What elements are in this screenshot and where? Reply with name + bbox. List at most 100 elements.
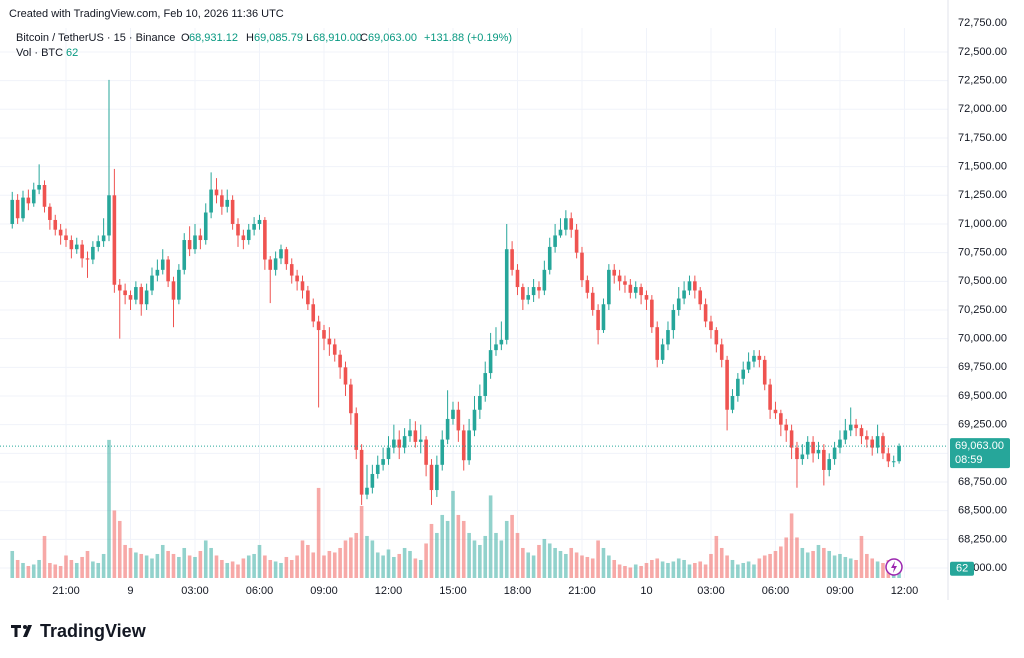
candle-body <box>241 235 246 241</box>
candle-body <box>805 441 810 455</box>
candle-body <box>392 439 396 448</box>
countdown: 08:59 <box>955 454 983 466</box>
volume-bar <box>596 540 600 578</box>
y-tick-label: 71,750.00 <box>958 132 1007 144</box>
candle-body <box>757 355 762 360</box>
candle-body <box>155 269 160 276</box>
volume-bar <box>370 540 375 578</box>
volume-bar <box>343 540 348 578</box>
candle-body <box>311 304 316 322</box>
alert-icon-bolt <box>891 561 897 573</box>
candle-body <box>306 290 310 305</box>
candle-body <box>633 287 638 293</box>
y-tick-label: 69,250.00 <box>958 419 1007 431</box>
volume-bar <box>612 559 617 578</box>
volume-bar <box>832 555 837 578</box>
volume-bar <box>698 561 703 578</box>
volume-bar <box>295 555 299 578</box>
last-price-label: 69,063.00 <box>955 440 1004 452</box>
volume-bar <box>451 490 455 578</box>
volume-bar <box>757 558 762 578</box>
candle-body <box>795 447 799 460</box>
volume-bar <box>10 550 15 578</box>
volume-bar <box>822 547 826 578</box>
candle-body <box>37 184 41 190</box>
volume-bar <box>402 547 407 578</box>
volume-bar <box>209 547 213 578</box>
volume-bar <box>381 555 385 578</box>
x-tick-label: 21:00 <box>568 585 596 597</box>
volume-bar <box>187 555 192 578</box>
volume-bar <box>848 558 853 578</box>
candle-body <box>96 241 101 247</box>
volume-bar <box>569 547 574 578</box>
volume-bar <box>107 439 111 578</box>
volume-bar <box>795 537 799 578</box>
volume-bar <box>53 564 58 578</box>
candle-body <box>214 189 219 196</box>
volume-bar <box>332 552 337 578</box>
candle-body <box>698 290 703 305</box>
candle-body <box>875 436 880 448</box>
volume-bar <box>26 565 31 578</box>
candle-body <box>413 430 418 442</box>
volume-bar <box>542 538 547 578</box>
candle-body <box>521 287 525 300</box>
volume-bar <box>74 562 79 578</box>
x-tick-label: 03:00 <box>181 585 209 597</box>
volume-bar <box>784 537 789 578</box>
candle-body <box>171 281 176 300</box>
volume-bar <box>58 565 63 578</box>
candle-body <box>381 459 385 465</box>
candle-body <box>85 258 90 260</box>
volume-bar <box>214 555 219 578</box>
candle-body <box>112 195 117 285</box>
candle-body <box>230 199 235 224</box>
candle-body <box>203 212 208 241</box>
volume-bar <box>177 556 181 578</box>
x-tick-label: 15:00 <box>439 585 467 597</box>
volume-bar <box>800 547 805 578</box>
volume-bar <box>429 523 434 578</box>
candle-body <box>703 304 708 322</box>
y-tick-label: 70,000.00 <box>958 333 1007 345</box>
candle-body <box>639 287 643 296</box>
volume-bar <box>478 544 482 578</box>
volume-bar <box>461 520 466 578</box>
candle-body <box>736 378 740 396</box>
candle-body <box>569 218 574 230</box>
candle-body <box>886 453 891 462</box>
candle-body <box>435 464 439 491</box>
open: 68,931.12 <box>189 32 238 44</box>
candle-body <box>628 284 633 293</box>
volume-bar <box>789 513 794 578</box>
volume-bar <box>220 559 224 578</box>
volume-bar <box>198 550 203 578</box>
volume-bar <box>289 559 294 578</box>
candle-body <box>58 229 63 236</box>
volume-bar <box>166 550 170 578</box>
volume-bar <box>236 564 240 578</box>
x-tick-label: 06:00 <box>762 585 790 597</box>
change: +131.88 (+0.19%) <box>424 32 512 44</box>
candle-body <box>709 321 713 331</box>
candle-body <box>488 350 493 374</box>
volume-bar <box>21 562 25 578</box>
candle-body <box>526 295 531 300</box>
plot <box>0 0 948 578</box>
candle-body <box>891 461 896 463</box>
candle-body <box>69 240 74 250</box>
candle-body <box>343 367 348 385</box>
volume-bar <box>397 553 402 578</box>
h-label: H <box>246 32 254 44</box>
candle-body <box>483 373 488 396</box>
volume-bar <box>558 550 563 578</box>
candle-body <box>370 473 375 488</box>
volume-bar <box>746 561 751 578</box>
candle-body <box>236 223 240 236</box>
volume-bar <box>80 556 84 578</box>
close: 69,063.00 <box>368 32 417 44</box>
volume-bar <box>193 556 197 578</box>
candle-body <box>117 284 122 291</box>
